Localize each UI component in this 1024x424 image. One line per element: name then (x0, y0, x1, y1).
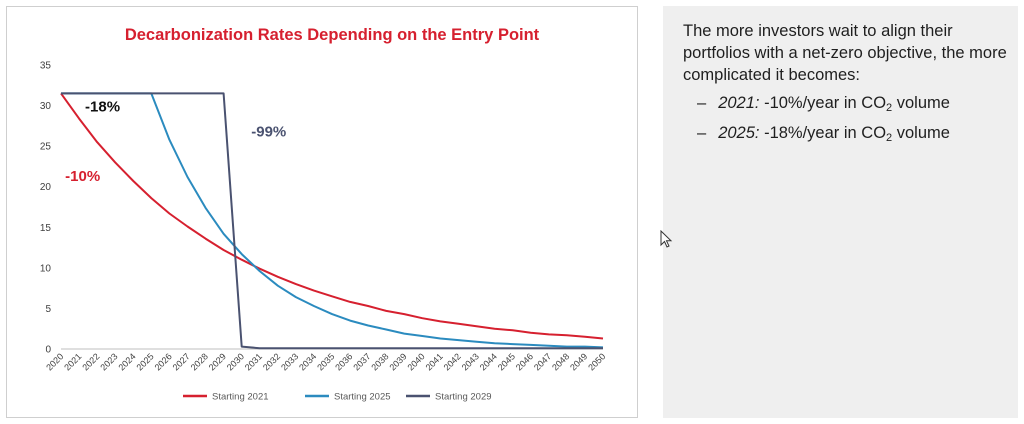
mouse-pointer-icon (660, 230, 673, 248)
annotation-label: -10% (65, 168, 100, 185)
series-line-0 (60, 92, 604, 340)
x-tick-label: 2023 (98, 351, 119, 372)
text-panel: The more investors wait to align their p… (663, 6, 1018, 418)
x-tick-label: 2042 (442, 351, 463, 372)
bullet-rate: -10%/year in CO (759, 94, 887, 112)
x-tick-label: 2046 (514, 351, 535, 372)
y-tick-label: 30 (40, 101, 52, 112)
bullet-item-2021: –2021: -10%/year in CO2 volume (697, 92, 1008, 114)
bullet-rate: -18%/year in CO (759, 124, 887, 142)
legend: Starting 2021 Starting 2025 Starting 2029 (183, 392, 492, 403)
x-tick-label: 2049 (568, 351, 589, 372)
x-tick-label: 2047 (532, 351, 553, 372)
x-tick-label: 2029 (207, 351, 228, 372)
x-tick-label: 2037 (351, 351, 372, 372)
x-tick-label: 2022 (80, 351, 101, 372)
bullet-list: –2021: -10%/year in CO2 volume –2025: -1… (683, 92, 1008, 144)
x-tick-label: 2035 (315, 351, 336, 372)
bullet-dash: – (697, 94, 707, 112)
x-tick-label: 2041 (424, 351, 445, 372)
x-tick-label: 2050 (586, 351, 607, 372)
annotation-label: -18% (85, 98, 120, 115)
bullet-subscript: 2 (886, 132, 893, 144)
x-tick-label: 2038 (369, 351, 390, 372)
legend-label: Starting 2025 (334, 392, 391, 403)
legend-label: Starting 2029 (435, 392, 492, 403)
x-tick-label: 2025 (135, 351, 156, 372)
x-tick-label: 2044 (478, 351, 499, 372)
x-tick-label: 2028 (189, 351, 210, 372)
x-tick-label: 2048 (550, 351, 571, 372)
series-layer (60, 92, 604, 350)
y-axis-ticks: 0 5 10 15 20 25 30 35 (40, 61, 52, 356)
chart-title: Decarbonization Rates Depending on the E… (125, 26, 540, 44)
bullet-subscript: 2 (886, 102, 893, 114)
bullet-year: 2021: (718, 94, 760, 112)
x-tick-label: 2026 (153, 351, 174, 372)
x-tick-label: 2032 (261, 351, 282, 372)
x-tick-label: 2031 (243, 351, 264, 372)
bullet-dash: – (697, 124, 707, 142)
intro-text: The more investors wait to align their p… (683, 22, 1007, 84)
y-tick-label: 25 (40, 142, 52, 153)
x-tick-label: 2040 (406, 351, 427, 372)
y-tick-label: 35 (40, 61, 52, 72)
x-tick-label: 2036 (333, 351, 354, 372)
x-axis-ticks: 2020202120222023202420252026202720282029… (44, 351, 607, 372)
x-tick-label: 2027 (171, 351, 192, 372)
x-tick-label: 2043 (460, 351, 481, 372)
x-tick-label: 2030 (225, 351, 246, 372)
bullet-year: 2025: (718, 124, 760, 142)
y-tick-label: 5 (45, 304, 51, 315)
legend-label: Starting 2021 (212, 392, 269, 403)
y-tick-label: 20 (40, 182, 52, 193)
bullet-tail: volume (892, 124, 950, 142)
annotation-layer: -18% -10% -99% (65, 98, 286, 185)
y-tick-label: 0 (45, 345, 51, 356)
series-line-1 (61, 92, 604, 349)
line-chart: Decarbonization Rates Depending on the E… (40, 26, 608, 403)
annotation-label: -99% (251, 123, 286, 140)
y-tick-label: 10 (40, 263, 52, 274)
y-tick-label: 15 (40, 223, 52, 234)
x-tick-label: 2024 (116, 351, 137, 372)
x-tick-label: 2033 (279, 351, 300, 372)
chart-panel: Decarbonization Rates Depending on the E… (6, 6, 638, 418)
bullet-tail: volume (892, 94, 950, 112)
x-tick-label: 2034 (297, 351, 318, 372)
bullet-item-2025: –2025: -18%/year in CO2 volume (697, 122, 1008, 144)
x-tick-label: 2045 (496, 351, 517, 372)
series-line-2 (61, 92, 603, 350)
x-tick-label: 2039 (387, 351, 408, 372)
x-tick-label: 2021 (62, 351, 83, 372)
